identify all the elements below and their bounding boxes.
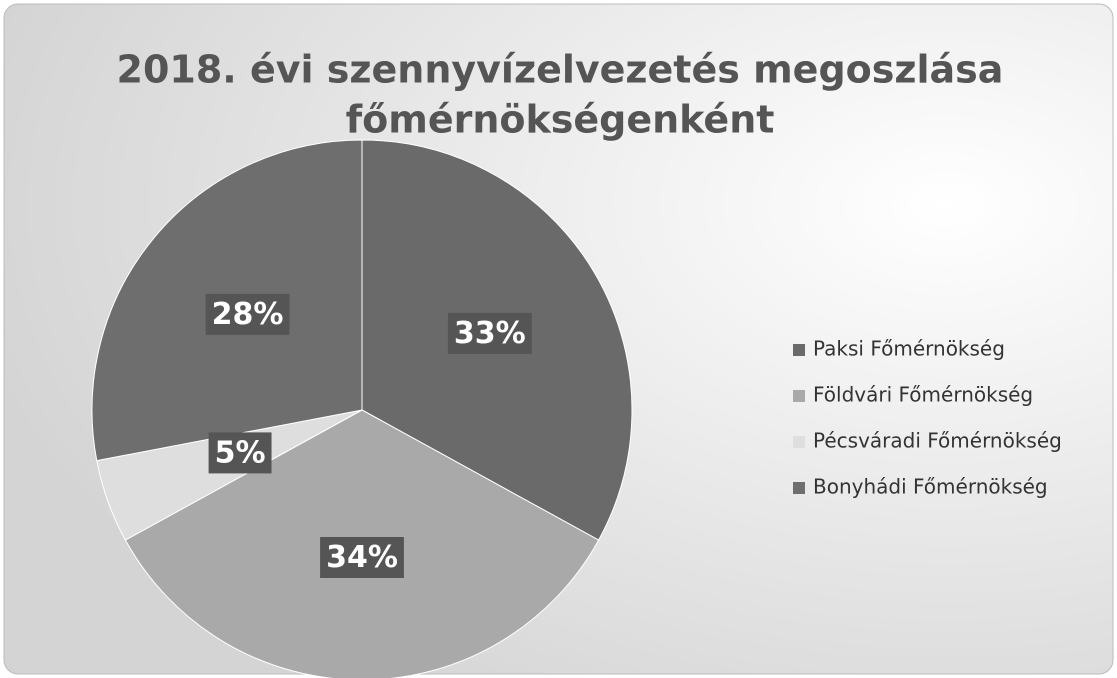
data-label-box [320,537,404,578]
data-label: 34% [326,540,398,575]
legend-label: Paksi Főmérnökség [813,337,1005,361]
data-label-box [205,293,290,335]
data-label: 5% [215,435,266,470]
data-label: 28% [212,297,284,332]
legend-label: Bonyhádi Főmérnökség [813,475,1048,499]
data-label-box [208,432,272,474]
legend-swatch [793,482,805,494]
legend-label: Földvári Főmérnökség [813,383,1033,407]
legend-label: Pécsváradi Főmérnökség [813,429,1062,453]
data-label-box [447,312,532,354]
data-label: 33% [454,316,526,351]
chart-title: 2018. évi szennyvízelvezetés megoszlása [117,48,1004,92]
chart-title: főmérnökségenként [346,98,775,142]
legend-swatch [793,390,805,402]
legend-swatch [793,344,805,356]
legend-swatch [793,436,805,448]
